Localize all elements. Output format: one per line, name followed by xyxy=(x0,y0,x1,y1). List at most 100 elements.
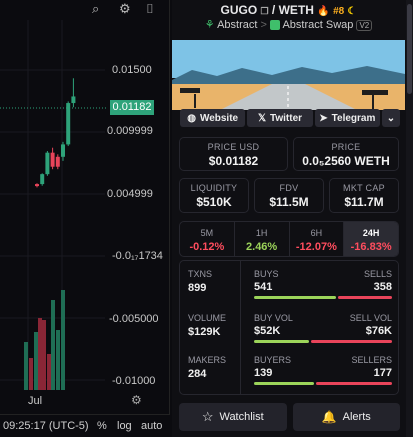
flame-icon: 🔥 xyxy=(317,6,330,17)
social-links: ◍ Website 𝕏 Twitter ➤ Telegram ⌄ xyxy=(180,109,400,127)
time-axis-settings-icon[interactable]: ⚙ xyxy=(131,393,142,407)
volume-bar xyxy=(42,320,46,390)
buyers-ratio-bar xyxy=(254,382,392,385)
volume-bar xyxy=(38,318,42,390)
price-axis-label: -0.01000 xyxy=(112,375,156,387)
dex-name[interactable]: Abstract Swap xyxy=(282,19,354,31)
pair-subtitle: ⚘ Abstract > Abstract Swap V2 xyxy=(172,18,405,31)
price-usd-value: $0.01182 xyxy=(208,154,259,168)
price-chart[interactable]: ⌕ ⚙ ⌷ 0.01500 0.01182 0.009999 0.004999 … xyxy=(0,0,170,437)
time-axis-label: Jul xyxy=(28,395,43,407)
buy-sell-volume-stat: BUY VOL SELL VOL $52K $76K xyxy=(254,313,392,343)
log-scale-toggle[interactable]: log xyxy=(117,420,132,432)
candle-body xyxy=(50,152,55,167)
volume-bar xyxy=(47,354,51,390)
telegram-link[interactable]: ➤ Telegram xyxy=(314,109,380,127)
sells-value: 358 xyxy=(373,281,392,293)
dex-icon xyxy=(270,20,280,31)
chart-clock: 09:25:17 (UTC-5) xyxy=(3,420,89,432)
price-usd-box: PRICE USD $0.01182 xyxy=(179,137,288,171)
twitter-link[interactable]: 𝕏 Twitter xyxy=(247,109,313,127)
price-axis-label: 0.004999 xyxy=(107,188,153,200)
tab-6h[interactable]: 6H -12.07% xyxy=(290,222,345,256)
volume-stat: VOLUME $129K xyxy=(188,313,227,338)
liquidity-box: LIQUIDITY $510K xyxy=(179,178,249,213)
tab-5m[interactable]: 5M -0.12% xyxy=(180,222,235,256)
chain-icon: ⚘ xyxy=(204,19,215,31)
timeframe-tabs: 5M -0.12% 1H 2.46% 6H -12.07% 24H -16.83… xyxy=(179,221,399,257)
globe-icon: ◍ xyxy=(187,112,196,124)
volume-bar xyxy=(24,342,28,390)
version-badge: V2 xyxy=(356,19,373,31)
panel-scrollbar[interactable] xyxy=(406,0,413,437)
chart-canvas[interactable] xyxy=(0,0,170,414)
price-native-box: PRICE 0.0₅2560 WETH xyxy=(293,137,399,171)
change-1h: 2.46% xyxy=(246,241,278,253)
current-price-tag: 0.01182 xyxy=(110,100,154,115)
change-5m: -0.12% xyxy=(189,241,225,253)
auto-scale-toggle[interactable]: auto xyxy=(141,420,163,432)
volume-bar xyxy=(51,300,55,390)
volume-bar xyxy=(34,332,38,390)
candle-body xyxy=(35,184,39,187)
token-banner-image xyxy=(172,40,405,110)
telegram-icon: ➤ xyxy=(319,112,328,124)
chain-name[interactable]: Abstract xyxy=(217,19,258,31)
star-icon: ☆ xyxy=(201,409,214,424)
volume-bar xyxy=(29,358,33,390)
alerts-button[interactable]: 🔔 Alerts xyxy=(292,403,400,431)
pair-info-panel: GUGO ❐ / WETH 🔥 #8 ☾ ⚘ Abstract > Abstra… xyxy=(172,0,413,437)
candle-body xyxy=(40,174,45,185)
sell-volume-value: $76K xyxy=(365,325,392,337)
fdv-box: FDV $11.5M xyxy=(254,178,324,213)
base-token: GUGO xyxy=(220,3,258,17)
trade-stats: TXNS 899 VOLUME $129K MAKERS 284 BUYS SEL… xyxy=(179,260,399,395)
gear-icon[interactable]: ⚙ xyxy=(119,1,131,16)
price-axis-label: 0.01500 xyxy=(112,64,152,76)
price-axis-label: -0.005000 xyxy=(109,313,159,325)
liquidity-value: $510K xyxy=(196,195,232,209)
volume-bar xyxy=(56,330,60,390)
percent-scale-toggle[interactable]: % xyxy=(97,420,107,432)
more-links-button[interactable]: ⌄ xyxy=(381,109,400,127)
rank-badge: #8 xyxy=(333,6,345,17)
mktcap-value: $11.7M xyxy=(344,195,384,209)
buyers-value: 139 xyxy=(254,367,273,379)
mktcap-box: MKT CAP $11.7M xyxy=(329,178,399,213)
action-buttons: ☆ Watchlist 🔔 Alerts xyxy=(179,403,400,431)
scrollbar-thumb[interactable] xyxy=(407,4,412,94)
stats-divider xyxy=(240,261,241,394)
camera-icon[interactable]: ⌷ xyxy=(146,1,154,16)
chart-status-bar: 09:25:17 (UTC-5) % log auto xyxy=(0,414,170,437)
volume-bar xyxy=(61,290,65,390)
sellers-value: 177 xyxy=(373,367,392,379)
candle-body xyxy=(55,156,60,167)
moon-icon: ☾ xyxy=(347,6,357,17)
buys-value: 541 xyxy=(254,281,273,293)
copy-icon[interactable]: ❐ xyxy=(260,6,269,16)
buyers-sellers-stat: BUYERS SELLERS 139 177 xyxy=(254,355,392,385)
website-link[interactable]: ◍ Website xyxy=(180,109,246,127)
price-axis-label: 0.009999 xyxy=(107,125,153,137)
buy-volume-value: $52K xyxy=(254,325,281,337)
chevron-down-icon: ⌄ xyxy=(386,112,396,124)
candle-body xyxy=(71,96,76,104)
buys-sells-ratio-bar xyxy=(254,296,392,299)
chart-toolbar: ⌕ ⚙ ⌷ xyxy=(0,0,170,20)
tab-1h[interactable]: 1H 2.46% xyxy=(235,222,290,256)
pair-header: GUGO ❐ / WETH 🔥 #8 ☾ ⚘ Abstract > Abstra… xyxy=(172,0,405,38)
watchlist-button[interactable]: ☆ Watchlist xyxy=(179,403,287,431)
buys-sells-stat: BUYS SELLS 541 358 xyxy=(254,269,392,299)
pair-title: GUGO ❐ / WETH 🔥 #8 ☾ xyxy=(220,3,357,17)
change-6h: -12.07% xyxy=(295,241,337,253)
crosshair-icon[interactable]: ⌕ xyxy=(92,1,100,16)
x-icon: 𝕏 xyxy=(257,112,266,124)
tab-24h[interactable]: 24H -16.83% xyxy=(344,222,398,256)
fdv-value: $11.5M xyxy=(269,195,309,209)
candle-body xyxy=(66,103,71,145)
bell-icon: 🔔 xyxy=(321,410,337,424)
price-axis-label: -0.0₁₇1734 xyxy=(112,250,163,262)
volume-ratio-bar xyxy=(254,340,392,343)
candle-body xyxy=(45,152,50,175)
